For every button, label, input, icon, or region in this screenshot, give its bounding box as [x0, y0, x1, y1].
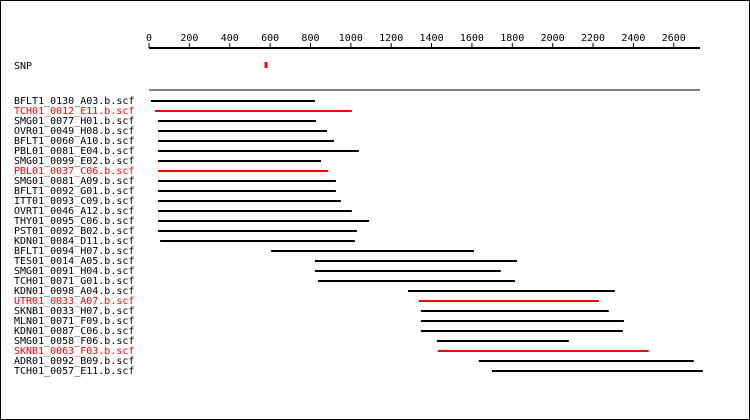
read-label: TES01_0014_A05.b.scf: [14, 256, 134, 267]
x-tick-label: 1800: [500, 33, 524, 44]
read-label: UTR01_0033_A07.b.scf: [14, 296, 134, 307]
x-tick-label: 2000: [541, 33, 565, 44]
read-label: OVR01_0049_H08.b.scf: [14, 126, 134, 137]
read-label: TCH01_0012_E11.b.scf: [14, 106, 134, 117]
read-label: PBL01_0037_C06.b.scf: [14, 166, 134, 177]
read-label: MLN01_0071_F09.b.scf: [14, 316, 134, 327]
x-tick-label: 2200: [581, 33, 605, 44]
x-tick-label: 1200: [379, 33, 403, 44]
snp-label: SNP: [14, 61, 32, 72]
x-tick-label: 600: [261, 33, 279, 44]
x-tick-label: 1000: [339, 33, 363, 44]
snp-marker: [264, 62, 268, 68]
read-label: BFLT1_0092_G01.b.scf: [14, 186, 134, 197]
read-label: ITT01_0093_C09.b.scf: [14, 196, 134, 207]
read-label: KDN01_0084_D11.b.scf: [14, 236, 134, 247]
x-tick-label: 2600: [662, 33, 686, 44]
read-label: SKNB1_0033_H07.b.scf: [14, 306, 134, 317]
x-tick-label: 400: [221, 33, 239, 44]
read-label: ADR01_0092_B09.b.scf: [14, 356, 134, 367]
x-tick-label: 1600: [460, 33, 484, 44]
read-label: SMG01_0077_H01.b.scf: [14, 116, 134, 127]
read-label: TCH01_0057_E11.b.scf: [14, 366, 134, 377]
read-label: BFLT1_0094_H07.b.scf: [14, 246, 134, 257]
read-label: PST01_0092_B02.b.scf: [14, 226, 134, 237]
x-tick-label: 2400: [621, 33, 645, 44]
x-tick-label: 0: [146, 33, 152, 44]
read-label: PBL01_0081_E04.b.scf: [14, 146, 134, 157]
read-label: OVRT1_0046_A12.b.scf: [14, 206, 134, 217]
read-label: TCH01_0071_G01.b.scf: [14, 276, 134, 287]
read-label: KDN01_0098_A04.b.scf: [14, 286, 134, 297]
read-label: SMG01_0099_E02.b.scf: [14, 156, 134, 167]
read-label: SMG01_0058_F06.b.scf: [14, 336, 134, 347]
read-label: THY01_0095_C06.b.scf: [14, 216, 134, 227]
x-tick-label: 1400: [420, 33, 444, 44]
read-label: BFLT1_0130_A03.b.scf: [14, 96, 134, 107]
x-tick-label: 800: [301, 33, 319, 44]
x-tick-label: 200: [180, 33, 198, 44]
read-label: SMG01_0081_A09.b.scf: [14, 176, 134, 187]
read-label: KDN01_0087_C06.b.scf: [14, 326, 134, 337]
read-label: BFLT1_0060_A10.b.scf: [14, 136, 134, 147]
read-label: SKNB1_0063_F03.b.scf: [14, 346, 134, 357]
read-label: SMG01_0091_H04.b.scf: [14, 266, 134, 277]
